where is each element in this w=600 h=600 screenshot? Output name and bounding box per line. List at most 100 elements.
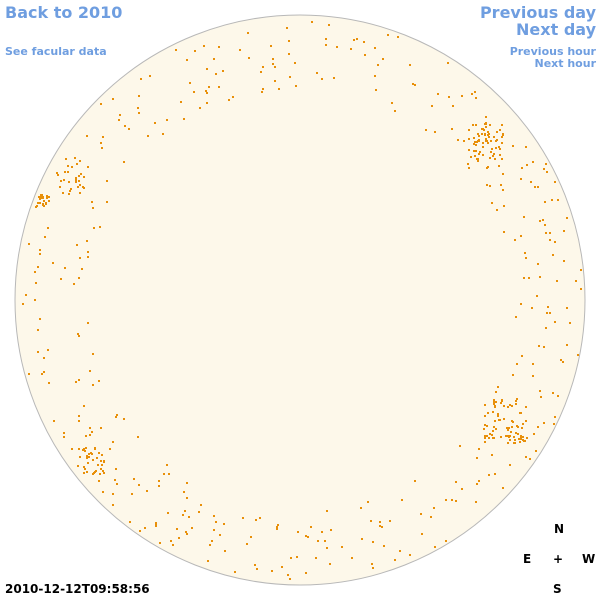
facula — [59, 186, 61, 188]
facula — [75, 381, 77, 383]
facula — [22, 303, 24, 305]
facula — [324, 540, 326, 542]
facula — [374, 47, 376, 49]
facula — [89, 434, 91, 436]
facula — [137, 107, 139, 109]
facula — [123, 418, 125, 420]
facula — [484, 437, 486, 439]
facula — [412, 83, 414, 85]
facula — [34, 271, 36, 273]
facula — [186, 497, 188, 499]
facula — [409, 554, 411, 556]
next-day-link[interactable]: Next day — [516, 20, 596, 39]
facula — [102, 470, 104, 472]
facula — [92, 353, 94, 355]
facula — [84, 468, 86, 470]
timestamp: 2010-12-12T09:58:56 — [5, 582, 150, 596]
facula — [47, 349, 49, 351]
facula — [500, 402, 502, 404]
facula — [175, 49, 177, 51]
facula — [551, 199, 553, 201]
facula — [272, 58, 274, 60]
facula — [321, 78, 323, 80]
facula — [42, 204, 44, 206]
facula — [544, 201, 546, 203]
facula — [77, 186, 79, 188]
facula — [506, 427, 508, 429]
facula — [78, 379, 80, 381]
facula — [326, 510, 328, 512]
facula — [537, 186, 539, 188]
previous-day-link[interactable]: Previous day — [479, 3, 596, 22]
facula — [97, 464, 99, 466]
facula — [503, 205, 505, 207]
facula — [116, 483, 118, 485]
facula — [92, 473, 94, 475]
facula — [525, 257, 527, 259]
facula — [509, 435, 511, 437]
facula — [518, 438, 520, 440]
facula — [71, 166, 73, 168]
facula — [525, 406, 527, 408]
facula — [185, 531, 187, 533]
facula — [88, 456, 90, 458]
facula — [123, 161, 125, 163]
facula — [87, 166, 89, 168]
facula — [520, 178, 522, 180]
facula — [473, 143, 475, 145]
facula — [78, 335, 80, 337]
facula — [484, 415, 486, 417]
facula — [276, 526, 278, 528]
facula — [461, 488, 463, 490]
facula — [219, 534, 221, 536]
facula — [48, 196, 50, 198]
facula — [566, 307, 568, 309]
facula — [554, 241, 556, 243]
facula — [545, 163, 547, 165]
compass-east: E — [523, 552, 532, 566]
facula — [316, 72, 318, 74]
facula — [35, 282, 37, 284]
facula — [501, 124, 503, 126]
facula — [522, 436, 524, 438]
facula — [494, 473, 496, 475]
facula — [495, 391, 497, 393]
facula — [489, 157, 491, 159]
facula — [531, 307, 533, 309]
facula — [87, 322, 89, 324]
facula — [261, 91, 263, 93]
facula — [494, 420, 496, 422]
facula — [526, 164, 528, 166]
facula — [222, 70, 224, 72]
facula — [554, 181, 556, 183]
facula — [89, 370, 91, 372]
facula — [537, 263, 539, 265]
facula — [87, 462, 89, 464]
facula — [67, 165, 69, 167]
facula — [183, 118, 185, 120]
next-hour-link[interactable]: Next hour — [534, 57, 597, 70]
facula — [532, 375, 534, 377]
facula — [409, 64, 411, 66]
facula — [499, 129, 501, 131]
facular-link[interactable]: See facular data — [5, 45, 107, 58]
facula — [262, 66, 264, 68]
facula — [351, 557, 353, 559]
facula — [374, 75, 376, 77]
facula — [326, 547, 328, 549]
facula — [478, 448, 480, 450]
faculae — [22, 21, 582, 580]
facula — [523, 440, 525, 442]
previous-hour-link[interactable]: Previous hour — [509, 45, 596, 58]
facula — [414, 84, 416, 86]
back-link[interactable]: Back to 2010 — [5, 3, 123, 22]
facula — [189, 82, 191, 84]
facula — [507, 442, 509, 444]
facula — [224, 550, 226, 552]
facula — [512, 421, 514, 423]
facula — [137, 436, 139, 438]
facula — [310, 526, 312, 528]
facula — [128, 128, 130, 130]
facula — [522, 423, 524, 425]
facula — [62, 192, 64, 194]
